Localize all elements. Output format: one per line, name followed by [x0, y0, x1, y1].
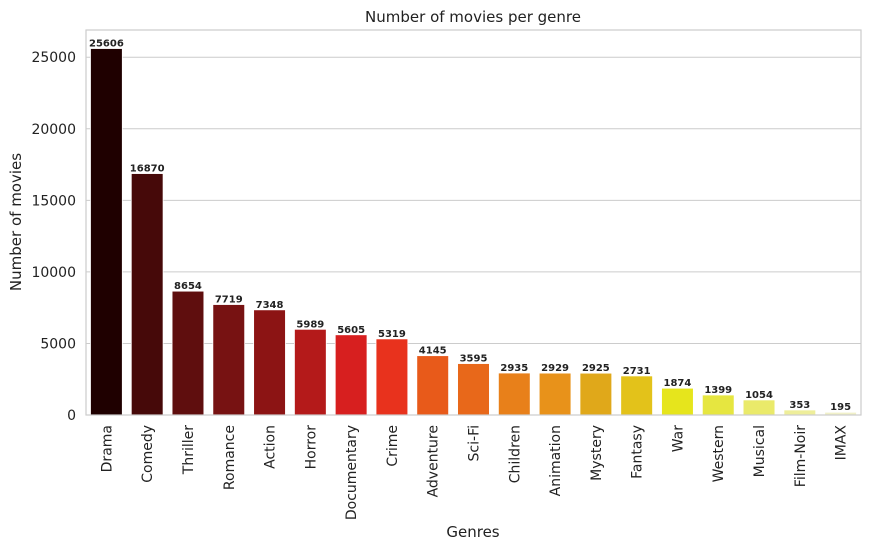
bar-fantasy — [621, 376, 653, 415]
x-tick-label: Sci-Fi — [467, 425, 483, 461]
x-tick-labels: Drama Comedy Thriller Romance Action Horror Do… — [99, 425, 849, 521]
x-tick-label: Western — [711, 425, 727, 482]
x-tick-label: Thriller — [181, 425, 197, 475]
data-label: 195 — [830, 402, 851, 413]
bar-sci-fi — [458, 364, 490, 415]
bar-thriller — [172, 291, 204, 415]
x-tick-label: Horror — [303, 425, 319, 470]
data-label: 1874 — [664, 378, 692, 389]
bar-drama — [90, 49, 122, 415]
data-label: 3595 — [460, 354, 488, 365]
x-tick-label: Action — [263, 425, 279, 469]
data-label: 5605 — [337, 325, 365, 336]
x-tick-label: Crime — [385, 425, 401, 467]
data-label: 7348 — [256, 300, 284, 311]
y-tick-label: 20000 — [31, 122, 76, 138]
y-tick-labels: 0 5000 10000 15000 20000 25000 — [31, 50, 76, 424]
x-tick-label: War — [670, 425, 686, 453]
x-tick-label: IMAX — [834, 425, 850, 461]
chart-title: Number of movies per genre — [365, 8, 581, 26]
x-tick-label: Romance — [222, 425, 238, 490]
y-tick-label: 15000 — [31, 193, 76, 209]
bar-children — [498, 373, 530, 415]
bar-mystery — [580, 373, 612, 415]
x-tick-label: Musical — [752, 425, 768, 477]
data-label: 2935 — [500, 363, 528, 374]
bar-crime — [376, 339, 408, 415]
data-label: 25606 — [89, 39, 124, 50]
data-label: 2731 — [623, 366, 651, 377]
data-label: 7719 — [215, 295, 243, 306]
y-tick-label: 5000 — [40, 336, 76, 352]
x-tick-label: Comedy — [140, 425, 156, 483]
y-tick-label: 25000 — [31, 50, 76, 66]
x-tick-label: Drama — [99, 425, 115, 472]
data-label: 5989 — [296, 319, 324, 330]
data-label: 2929 — [541, 363, 569, 374]
data-label: 2925 — [582, 363, 610, 374]
y-axis-label: Number of movies — [7, 153, 25, 291]
data-label: 353 — [789, 400, 810, 411]
bar-horror — [294, 329, 326, 415]
x-tick-label: Animation — [548, 425, 564, 496]
bar-adventure — [417, 356, 449, 415]
x-tick-label: Mystery — [589, 425, 605, 481]
x-tick-label: Children — [507, 425, 523, 483]
bar-animation — [539, 373, 571, 415]
x-axis-label: Genres — [446, 523, 499, 541]
data-label: 4145 — [419, 346, 447, 357]
data-label: 16870 — [130, 164, 165, 175]
data-label: 1399 — [704, 385, 732, 396]
x-tick-label: Adventure — [426, 425, 442, 497]
y-tick-label: 0 — [67, 408, 76, 424]
bar-western — [702, 395, 734, 415]
bar-musical — [743, 400, 775, 415]
bar-romance — [213, 305, 245, 415]
bar-documentary — [335, 335, 367, 415]
x-tick-label: Film-Noir — [793, 425, 809, 487]
x-tick-label: Fantasy — [630, 425, 646, 479]
data-label: 1054 — [745, 390, 773, 401]
bar-war — [662, 388, 694, 415]
data-label: 5319 — [378, 329, 406, 340]
x-tick-label: Documentary — [344, 425, 360, 520]
bar-comedy — [131, 174, 163, 415]
y-tick-label: 10000 — [31, 265, 76, 281]
data-label: 8654 — [174, 281, 202, 292]
bar-action — [254, 310, 286, 415]
